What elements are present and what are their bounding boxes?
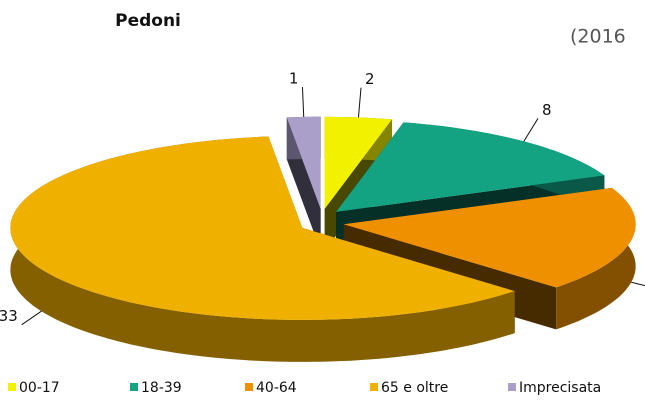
legend-swatch: [8, 383, 16, 391]
slice: [286, 116, 321, 209]
legend-swatch: [508, 383, 516, 391]
legend-swatch: [370, 383, 378, 391]
legend-swatch: [130, 383, 138, 391]
legend-label: Imprecisata: [519, 380, 601, 396]
slice: [336, 122, 605, 212]
data-label: 33: [0, 307, 18, 325]
leader-line: [301, 87, 305, 117]
slice: [10, 136, 515, 320]
slice: [343, 187, 636, 288]
slice: [324, 116, 392, 209]
chart-subtitle: (2016: [570, 26, 626, 48]
legend-swatch: [245, 383, 253, 391]
leader-line: [631, 281, 645, 287]
data-label: 2: [365, 70, 375, 88]
leader-line: [523, 118, 539, 142]
leader-line: [357, 87, 362, 118]
chart-title: Pedoni: [115, 11, 181, 31]
data-label: 8: [542, 101, 552, 119]
leader-line: [21, 310, 42, 326]
legend-label: 40-64: [256, 380, 297, 396]
data-label: 1: [289, 70, 299, 88]
legend-label: 00-17: [19, 380, 60, 396]
legend-label: 18-39: [141, 380, 182, 396]
legend-label: 65 e oltre: [381, 380, 448, 396]
